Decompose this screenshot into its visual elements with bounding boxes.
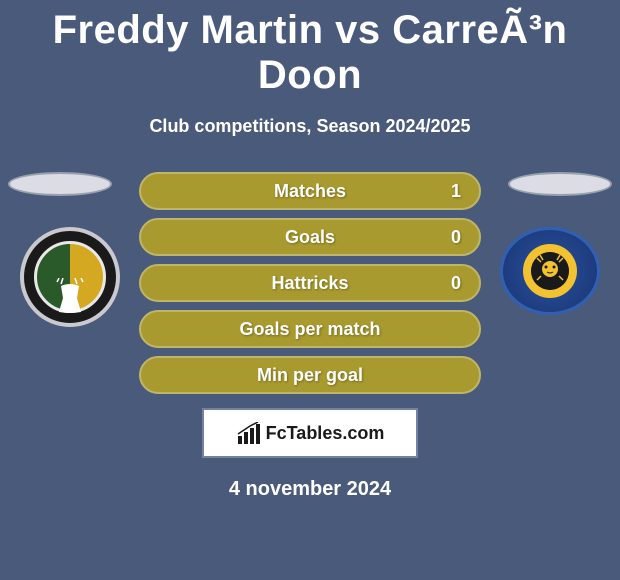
deer-icon (49, 278, 91, 314)
content-area: Matches 1 Goals 0 Hattricks 0 Goals per … (0, 172, 620, 501)
chart-icon (236, 422, 262, 444)
fctables-logo-box: FcTables.com (202, 408, 418, 458)
stat-label: Min per goal (257, 365, 363, 386)
stat-row: Matches 1 (139, 172, 481, 210)
club-right-badge (500, 227, 600, 315)
leones-logo (523, 244, 577, 298)
stat-label: Goals (285, 227, 335, 248)
fctables-text: FcTables.com (266, 423, 385, 444)
stat-row: Goals per match (139, 310, 481, 348)
club-left-badge (20, 227, 120, 327)
stat-label: Matches (274, 181, 346, 202)
lion-icon (531, 252, 569, 290)
date-text: 4 november 2024 (0, 478, 620, 501)
stat-value: 1 (451, 181, 461, 202)
stat-row: Min per goal (139, 356, 481, 394)
stat-value: 0 (451, 227, 461, 248)
stat-label: Goals per match (239, 319, 380, 340)
stat-row: Hattricks 0 (139, 264, 481, 302)
player-left-badge (8, 172, 112, 196)
stats-list: Matches 1 Goals 0 Hattricks 0 Goals per … (139, 172, 481, 394)
fctables-logo-content: FcTables.com (236, 422, 385, 444)
page-title: Freddy Martin vs CarreÃ³n Doon (0, 0, 620, 98)
venados-logo (34, 241, 106, 313)
subtitle: Club competitions, Season 2024/2025 (0, 116, 620, 137)
stat-label: Hattricks (271, 273, 348, 294)
stat-value: 0 (451, 273, 461, 294)
player-right-badge (508, 172, 612, 196)
stat-row: Goals 0 (139, 218, 481, 256)
